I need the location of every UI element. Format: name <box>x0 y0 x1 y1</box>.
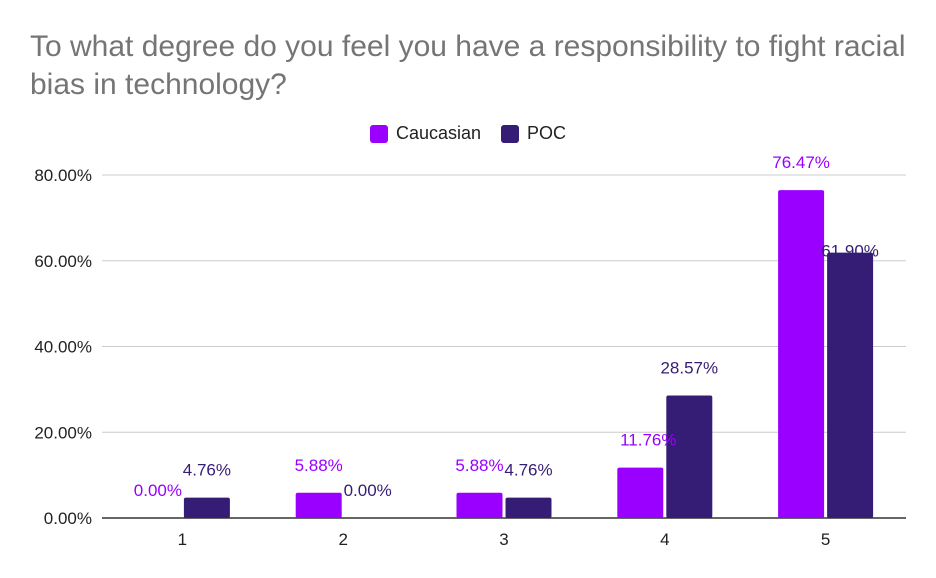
bar-poc-5 <box>827 252 874 518</box>
data-label-poc-5: 61.90% <box>821 242 879 261</box>
bar-caucasian-3 <box>456 492 503 518</box>
data-label-poc-2: 0.00% <box>344 481 392 500</box>
bar-poc-3 <box>505 497 552 518</box>
y-tick-label-3: 60.00% <box>34 252 92 271</box>
legend-item-poc: POC <box>501 123 566 144</box>
x-tick-label-4: 4 <box>660 530 669 549</box>
y-tick-label-0: 0.00% <box>44 509 92 528</box>
data-label-poc-4: 28.57% <box>660 359 718 378</box>
legend-label-caucasian: Caucasian <box>395 123 482 143</box>
data-label-caucasian-5: 76.47% <box>772 153 830 172</box>
bar-poc-1 <box>183 497 230 518</box>
legend-item-caucasian: Caucasian <box>369 123 482 144</box>
bar-caucasian-4 <box>617 467 664 518</box>
bar-caucasian-2 <box>295 492 342 518</box>
y-tick-label-4: 80.00% <box>34 166 92 185</box>
data-label-poc-3: 4.76% <box>504 461 552 480</box>
bar-poc-4 <box>666 395 713 518</box>
legend-swatch-caucasian <box>369 124 388 143</box>
x-tick-label-3: 3 <box>499 530 508 549</box>
x-tick-label-5: 5 <box>821 530 830 549</box>
bar-caucasian-5 <box>778 190 825 518</box>
x-tick-label-2: 2 <box>338 530 347 549</box>
data-label-caucasian-1: 0.00% <box>134 481 182 500</box>
y-tick-label-2: 40.00% <box>34 338 92 357</box>
data-label-caucasian-4: 11.76% <box>620 431 676 450</box>
x-tick-label-1: 1 <box>178 530 187 549</box>
legend: Caucasian POC <box>0 123 936 144</box>
y-tick-label-1: 20.00% <box>34 423 92 442</box>
data-label-poc-1: 4.76% <box>183 461 231 480</box>
legend-label-poc: POC <box>527 123 567 143</box>
data-label-caucasian-3: 5.88% <box>455 456 503 475</box>
data-label-caucasian-2: 5.88% <box>295 456 343 475</box>
chart-title: To what degree do you feel you have a re… <box>30 30 906 101</box>
legend-swatch-poc <box>501 124 520 143</box>
